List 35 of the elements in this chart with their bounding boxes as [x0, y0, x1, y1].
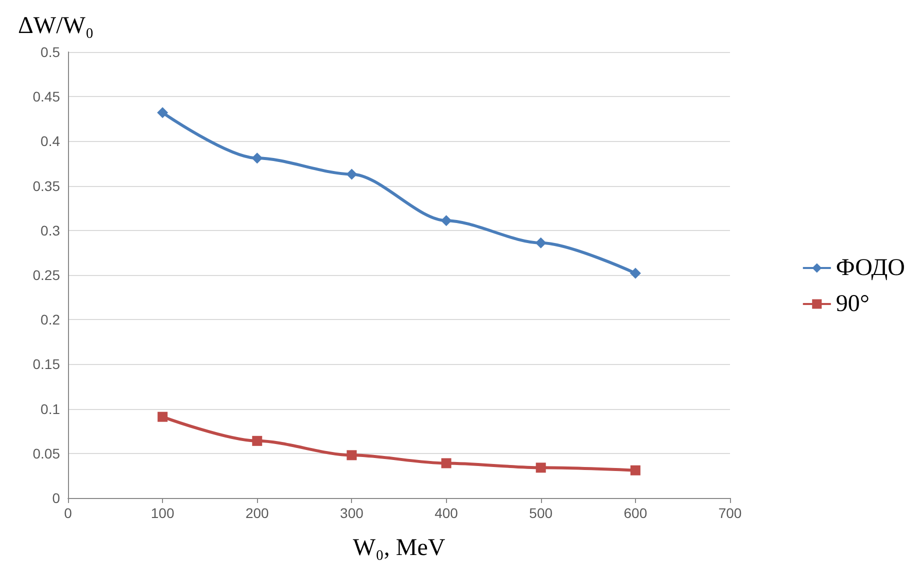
- point: [630, 268, 641, 279]
- y-tick-label: 0.3: [40, 222, 60, 238]
- x-tick-label: 0: [64, 505, 72, 521]
- x-tick-label: 400: [434, 505, 458, 521]
- point: [252, 436, 262, 446]
- legend-label: 90°: [836, 291, 870, 317]
- point: [346, 168, 358, 180]
- x-tick-label: 600: [624, 505, 648, 521]
- y-tick-label: 0.45: [32, 88, 60, 105]
- point: [536, 462, 546, 473]
- legend-label: ФОДО: [836, 255, 905, 281]
- y-axis-title: ΔW/W₀: [18, 13, 94, 39]
- y-tick-label: 0.05: [32, 445, 60, 462]
- x-tick-label: 200: [245, 505, 270, 521]
- point: [157, 107, 168, 118]
- x-axis-title: W₀, MeV: [352, 535, 446, 561]
- y-tick-label: 0.5: [40, 44, 60, 60]
- point: [441, 458, 452, 468]
- y-tick-label: 0: [52, 490, 60, 506]
- x-tick-label: 100: [150, 505, 174, 521]
- point: [440, 215, 452, 226]
- y-tick-label: 0.35: [32, 178, 60, 194]
- point: [630, 465, 640, 476]
- x-tick-label: 500: [529, 505, 553, 521]
- x-tick-label: 700: [718, 505, 742, 521]
- y-tick-label: 0.4: [40, 133, 60, 150]
- point: [535, 237, 546, 248]
- y-tick-label: 0.15: [32, 356, 60, 372]
- x-tick-label: 300: [340, 505, 364, 521]
- point: [158, 412, 168, 422]
- y-tick-label: 0.1: [40, 400, 60, 417]
- y-tick-label: 0.2: [40, 312, 60, 328]
- point: [252, 152, 263, 164]
- point: [346, 450, 357, 460]
- y-tick-label: 0.25: [32, 267, 60, 283]
